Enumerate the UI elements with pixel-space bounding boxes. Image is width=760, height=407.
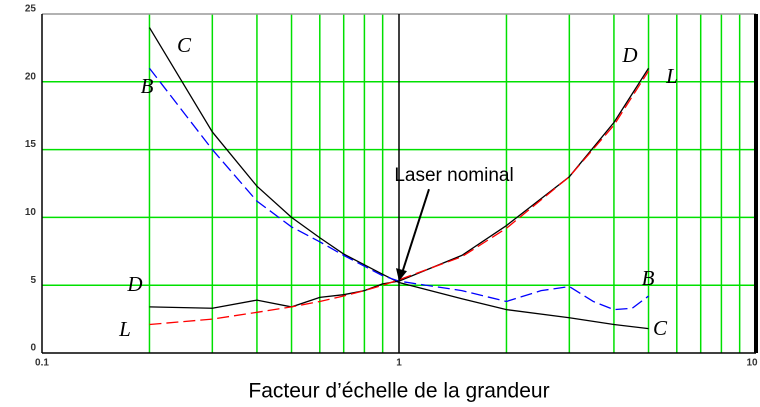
- series-label: D: [621, 43, 637, 67]
- x-tick-label: 1: [396, 358, 402, 369]
- y-tick-label: 0: [30, 343, 36, 354]
- annotation-text: Laser nominal: [394, 165, 513, 186]
- series-label: L: [665, 64, 678, 88]
- x-tick-label: 10: [746, 358, 758, 369]
- y-tick-label: 10: [25, 207, 37, 218]
- y-tick-label: 15: [25, 139, 37, 150]
- y-tick-label: 5: [30, 275, 36, 286]
- x-tick-label: 0.1: [35, 358, 49, 369]
- y-tick-label: 20: [25, 71, 37, 82]
- annotation-arrow: [401, 188, 430, 274]
- series-label: D: [126, 272, 142, 296]
- x-axis-label: Facteur d’échelle de la grandeur: [248, 380, 549, 403]
- series-label: B: [141, 74, 154, 98]
- series-line: [149, 70, 650, 326]
- annotation-arrowhead: [396, 268, 407, 282]
- series-label: C: [653, 316, 668, 340]
- y-tick-label: 25: [25, 4, 37, 15]
- series-label: L: [118, 317, 131, 341]
- series-line: [148, 27, 649, 330]
- series-label: B: [642, 266, 655, 290]
- series-label: C: [177, 33, 192, 57]
